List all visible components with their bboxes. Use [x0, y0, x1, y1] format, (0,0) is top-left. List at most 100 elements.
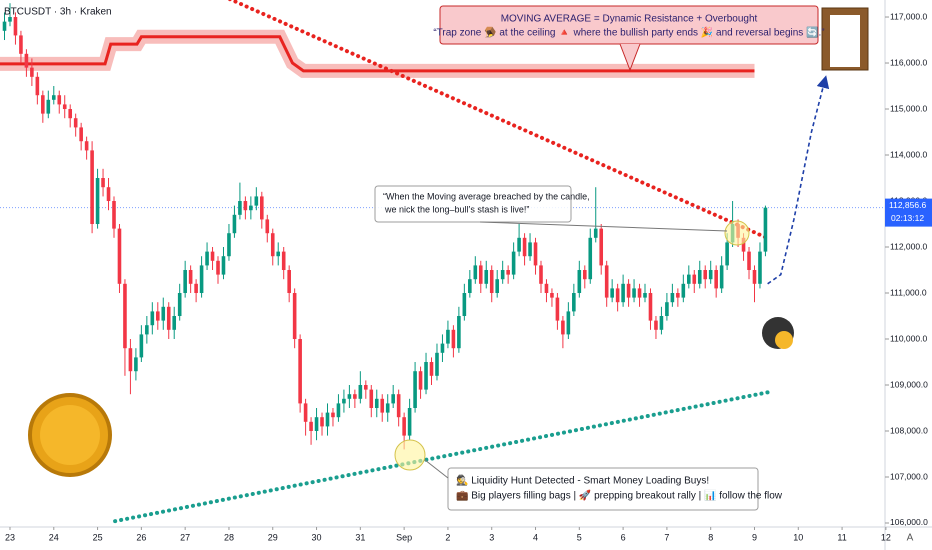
candle-body [68, 109, 73, 119]
candle-body [462, 293, 467, 317]
annotation-liquidity: 🕵️ Liquidity Hunt Detected - Smart Money… [424, 459, 783, 511]
candle-body [654, 320, 658, 330]
candle-body [62, 104, 67, 110]
candle-body [123, 283, 127, 349]
candle-body [643, 293, 647, 298]
candle-body [621, 283, 625, 303]
candle-body [517, 237, 521, 252]
candle-body [566, 311, 571, 335]
candle-body [232, 214, 237, 234]
candle-body [260, 196, 264, 220]
candle-body [457, 316, 461, 349]
x-tick-label: 3 [489, 532, 494, 542]
money-bag [775, 331, 793, 349]
candle-body [511, 251, 516, 275]
y-tick-label: 106,000.0 [890, 517, 928, 527]
candle-body [593, 228, 598, 238]
candle-body [364, 385, 368, 390]
x-tick-label: 27 [180, 532, 190, 542]
candle-body [528, 242, 532, 257]
x-tick-label: 25 [93, 532, 103, 542]
candle-body [270, 233, 275, 257]
auto-scale-button[interactable]: A [907, 533, 914, 544]
candle-body [533, 242, 538, 266]
candle-body [57, 95, 62, 105]
candle-body [380, 398, 385, 413]
annotation-text: “Trap zone 🪤 at the ceiling 🔺 where the … [433, 26, 824, 39]
candle-body [249, 205, 253, 211]
candle-body [369, 389, 374, 409]
annotation-pointer [424, 459, 449, 479]
x-tick-label: 31 [355, 532, 365, 542]
candle-body [281, 251, 286, 271]
trend-line [228, 0, 772, 242]
candle-body [468, 279, 472, 294]
candle-body [320, 417, 324, 427]
candle-body [128, 348, 133, 372]
candle-body [747, 251, 751, 271]
candle-body [495, 279, 499, 294]
x-tick-label: 28 [224, 532, 234, 542]
candle-body [95, 178, 100, 225]
candle-body [265, 219, 270, 234]
candle-body [561, 320, 565, 335]
candle-body [676, 293, 680, 298]
candle-body [424, 362, 428, 390]
candle-body [599, 228, 604, 266]
candle-body [484, 270, 489, 284]
candle-body [303, 403, 308, 422]
candle-body [145, 325, 149, 335]
candle-body [385, 403, 390, 413]
candle-body [112, 201, 116, 229]
candle-body [227, 233, 231, 257]
axes: 106,000.0 107,000.0 108,000.0 109,000.0 110,… [5, 11, 932, 542]
candle-body [544, 283, 549, 294]
candle-body [506, 270, 510, 275]
annotation-breach: “When the Moving average breached by the… [374, 185, 728, 232]
x-tick-label: 30 [312, 532, 322, 542]
candle-body [314, 417, 319, 432]
annotation-pointer [479, 221, 728, 232]
candle-body [478, 265, 483, 284]
highlight-circle [394, 439, 426, 471]
candle-body [577, 270, 582, 294]
candle-body [41, 95, 45, 114]
x-tick-label: 10 [793, 532, 803, 542]
candle-body [210, 251, 215, 261]
annotation-text: we nick the long–bull’s stash is live!” [384, 204, 529, 214]
candle-body [216, 260, 220, 275]
candle-body [298, 339, 302, 404]
annotation-box [447, 467, 759, 511]
candle-body [183, 270, 187, 294]
moving-average-line [0, 35, 755, 73]
x-tick-label: 12 [881, 532, 891, 542]
candle-body [139, 334, 144, 358]
candle-body [150, 311, 155, 326]
candle-body [440, 343, 445, 353]
x-tick-label: Sep [396, 532, 412, 542]
x-tick-label: 6 [621, 532, 626, 542]
countdown: 02:13:12 [891, 213, 924, 223]
candle-body [117, 228, 122, 284]
candle-body [331, 412, 335, 418]
candle-body [615, 288, 620, 303]
candle-body [391, 394, 395, 404]
candle-body [79, 127, 83, 142]
candle-body [24, 53, 29, 68]
candle-body [46, 99, 51, 114]
candle-body [703, 270, 708, 280]
annotation-text: 🕵️ Liquidity Hunt Detected - Smart Money… [456, 474, 709, 487]
candle-body [358, 385, 363, 399]
annotation-pointer [619, 43, 641, 72]
candle-body [626, 283, 631, 298]
y-tick-label: 111,000.0 [890, 287, 927, 297]
candle-body [451, 329, 456, 349]
x-tick-label: 29 [268, 532, 278, 542]
y-tick-label: 112,000.0 [890, 241, 927, 251]
candle-body [342, 398, 346, 404]
candle-body [446, 329, 450, 344]
candle-body [692, 274, 697, 284]
x-tick-label: 5 [577, 532, 582, 542]
candle-body [687, 274, 691, 284]
annotation-text: “When the Moving average breached by the… [383, 191, 590, 201]
